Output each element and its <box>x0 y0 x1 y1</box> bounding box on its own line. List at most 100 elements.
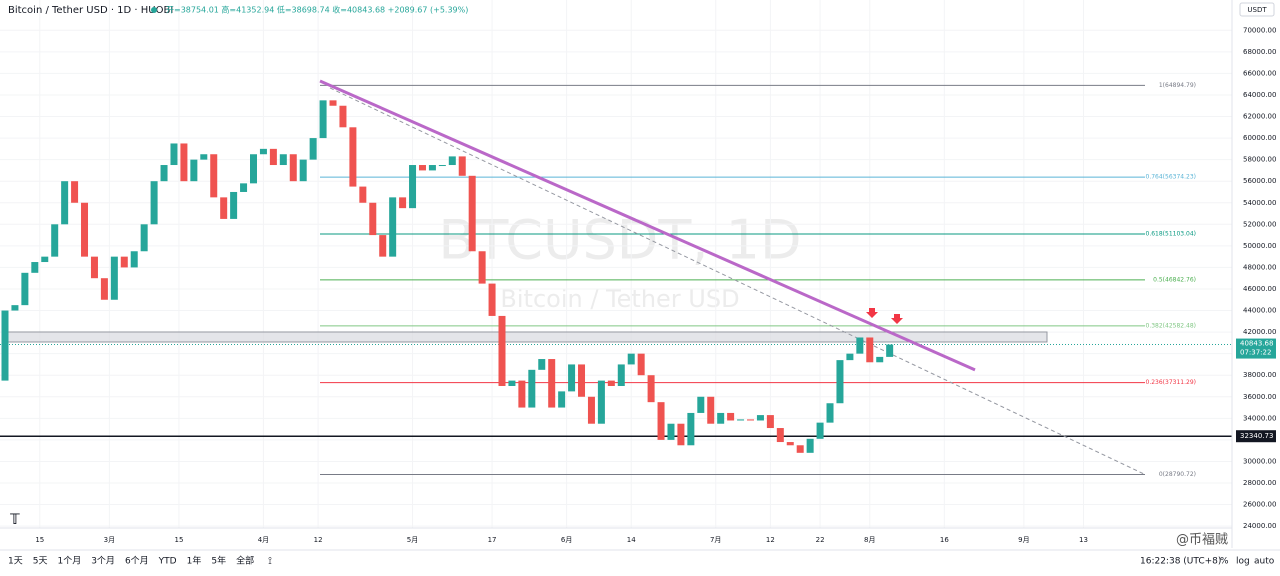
range-button[interactable]: 5年 <box>211 555 226 567</box>
x-tick-label: 14 <box>627 536 636 544</box>
y-tick-label: 70000.00 <box>1243 26 1276 34</box>
candle-body <box>61 181 69 225</box>
x-tick-label: 22 <box>816 536 825 544</box>
logo: 𝕋 <box>10 512 20 528</box>
y-tick-label: 44000.00 <box>1243 307 1276 315</box>
candle-body <box>51 224 59 257</box>
log-toggle[interactable]: log <box>1236 557 1250 567</box>
candle-body <box>339 105 347 128</box>
candle-body <box>11 305 19 311</box>
x-tick-label: 15 <box>174 536 183 544</box>
candle-body <box>478 251 486 284</box>
fib-label: 1(64894.79) <box>1159 82 1196 89</box>
y-tick-label: 30000.00 <box>1243 457 1276 465</box>
y-tick-label: 56000.00 <box>1243 177 1276 185</box>
fib-label: 0.618(51103.04) <box>1146 230 1197 237</box>
candle-body <box>756 415 764 421</box>
candle-body <box>697 396 705 413</box>
candle-body <box>81 202 89 257</box>
candle-body <box>349 127 357 187</box>
x-tick-label: 12 <box>766 536 775 544</box>
y-tick-label: 42000.00 <box>1243 328 1276 336</box>
range-button[interactable]: 5天 <box>33 557 48 567</box>
candle-body <box>856 337 864 354</box>
y-tick-label: 46000.00 <box>1243 285 1276 293</box>
candle-body <box>41 256 49 263</box>
candle-body <box>488 283 496 316</box>
candle-body <box>438 165 446 167</box>
y-tick-label: 48000.00 <box>1243 263 1276 271</box>
candle-body <box>150 181 158 225</box>
candle-body <box>200 154 208 160</box>
currency[interactable]: USDT <box>1247 6 1267 14</box>
candle-body <box>299 159 307 182</box>
candle-body <box>359 186 367 203</box>
y-tick-label: 52000.00 <box>1243 220 1276 228</box>
fib-label: 0.382(42582.48) <box>1146 322 1197 329</box>
x-tick-label: 6月 <box>561 536 572 544</box>
candle-body <box>140 224 148 252</box>
candle-body <box>21 272 29 306</box>
arrow-marker <box>866 308 878 318</box>
candle-body <box>100 278 108 300</box>
countdown: 07:37:22 <box>1240 349 1271 357</box>
fib-label: 0.764(56374.23) <box>1146 174 1197 181</box>
candle-body <box>428 165 436 171</box>
y-tick-label: 36000.00 <box>1243 393 1276 401</box>
candle-body <box>160 165 168 182</box>
candle-body <box>677 423 685 446</box>
range-button[interactable]: YTD <box>158 557 177 567</box>
candle-body <box>399 197 407 209</box>
candle-body <box>657 402 665 440</box>
candle-body <box>110 256 118 300</box>
status-dot <box>151 7 157 13</box>
candle-body <box>836 360 844 404</box>
candle-body <box>747 419 754 421</box>
range-button[interactable]: 1年 <box>187 555 202 567</box>
candle-body <box>647 375 655 403</box>
x-tick-label: 12 <box>314 536 323 544</box>
candle-body <box>876 356 884 363</box>
candle-body <box>558 391 566 408</box>
candle-body <box>727 412 735 421</box>
candle-body <box>418 165 426 171</box>
candle-body <box>518 380 526 408</box>
support-label: 32340.73 <box>1240 432 1273 440</box>
ohlc: 开=38754.01 高=41352.94 低=38698.74 收=40843… <box>166 5 468 15</box>
candle-body <box>31 262 39 273</box>
y-tick-label: 26000.00 <box>1243 501 1276 509</box>
candle-body <box>866 337 874 363</box>
trendline <box>319 79 976 372</box>
x-tick-label: 5月 <box>407 536 418 544</box>
watermark-subtitle: Bitcoin / Tether USD <box>500 285 739 313</box>
range-button[interactable]: 6个月 <box>125 556 149 567</box>
candle-body <box>846 353 854 361</box>
range-button[interactable]: 1天 <box>8 557 23 567</box>
x-tick-label: 4月 <box>258 536 269 544</box>
y-tick-label: 54000.00 <box>1243 199 1276 207</box>
range-button[interactable]: 3个月 <box>91 556 115 567</box>
pct-toggle[interactable]: % <box>1220 557 1229 567</box>
currency-button[interactable] <box>1239 2 1275 17</box>
x-tick-label: 8月 <box>864 536 875 544</box>
candle-body <box>1 310 9 381</box>
candle-body <box>120 256 128 268</box>
watermark-title: BTCUSDT, 1D <box>438 209 801 272</box>
auto-toggle[interactable]: auto <box>1254 557 1275 567</box>
candle-body <box>289 154 297 182</box>
candle-body <box>548 359 556 408</box>
y-tick-label: 38000.00 <box>1243 371 1276 379</box>
range-button[interactable]: 全部 <box>236 555 254 567</box>
candle-body <box>637 353 645 376</box>
arrow-marker <box>891 314 903 324</box>
range-button[interactable]: 1个月 <box>57 556 81 567</box>
compare-icon[interactable]: ⟟ <box>268 556 272 567</box>
y-tick-label: 28000.00 <box>1243 479 1276 487</box>
y-tick-label: 24000.00 <box>1243 522 1276 530</box>
symbol: Bitcoin / Tether USD · 1D · HUOBI <box>8 5 173 16</box>
y-tick-label: 66000.00 <box>1243 69 1276 77</box>
candle-body <box>528 369 536 408</box>
candle-body <box>508 380 516 386</box>
candle-body <box>329 100 337 106</box>
x-tick-label: 15 <box>35 536 44 544</box>
